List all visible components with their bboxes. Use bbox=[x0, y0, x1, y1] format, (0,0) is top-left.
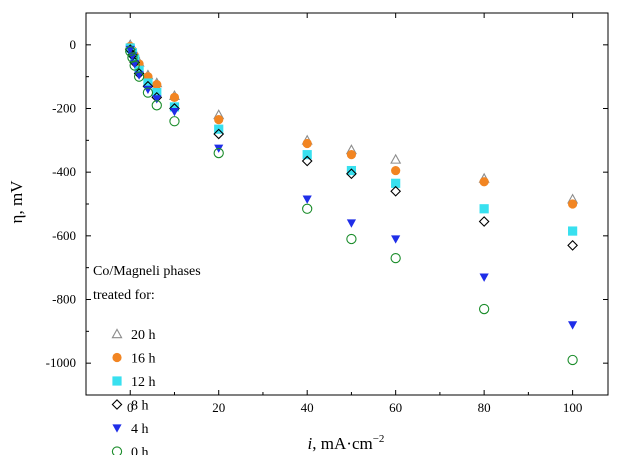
data-point-8h bbox=[567, 240, 578, 251]
legend-label-4h: 4 h bbox=[131, 422, 149, 437]
data-point-16h bbox=[214, 115, 224, 125]
x-tick-label: 40 bbox=[301, 400, 314, 415]
legend-label-8h: 8 h bbox=[131, 399, 149, 414]
data-point-12h bbox=[391, 178, 401, 188]
data-point-12h bbox=[479, 204, 489, 214]
data-point-16h bbox=[479, 177, 489, 187]
data-point-0h bbox=[390, 252, 401, 264]
data-point-12h bbox=[134, 65, 144, 75]
x-axis-title-symbol: i bbox=[308, 434, 313, 453]
data-point-4h bbox=[302, 195, 312, 204]
data-point-0h bbox=[478, 303, 490, 315]
data-point-4h bbox=[169, 108, 180, 117]
data-point-12h bbox=[143, 78, 153, 88]
data-point-12h bbox=[302, 150, 312, 160]
data-point-4h bbox=[568, 321, 578, 330]
data-point-4h bbox=[125, 45, 135, 55]
y-tick-label: -1000 bbox=[46, 355, 76, 370]
y-tick-label: 0 bbox=[70, 37, 77, 52]
legend-label-0h: 0 h bbox=[131, 446, 149, 455]
data-point-4h bbox=[346, 219, 357, 228]
data-point-0h bbox=[129, 60, 140, 71]
y-tick-label: -800 bbox=[52, 292, 76, 307]
data-points bbox=[124, 39, 579, 366]
data-point-12h bbox=[169, 102, 180, 112]
data-point-4h bbox=[391, 235, 401, 244]
data-point-0h bbox=[302, 203, 313, 214]
y-tick-label: -400 bbox=[52, 164, 76, 179]
data-point-8h bbox=[301, 155, 313, 167]
data-point-12h bbox=[130, 54, 140, 64]
data-point-0h bbox=[213, 147, 224, 159]
legend-label-16h: 16 h bbox=[131, 352, 156, 367]
legend-marker-16h bbox=[112, 352, 122, 363]
data-point-8h bbox=[213, 128, 225, 140]
data-point-0h bbox=[125, 46, 136, 57]
legend-marker-0h bbox=[111, 446, 123, 455]
data-point-8h bbox=[346, 168, 357, 180]
data-point-16h bbox=[568, 199, 578, 209]
data-point-0h bbox=[133, 71, 145, 82]
legend-title: treated for: bbox=[93, 288, 155, 303]
x-tick-label: 20 bbox=[212, 400, 225, 415]
data-point-16h bbox=[391, 165, 401, 176]
data-point-4h bbox=[479, 273, 489, 282]
data-point-20h bbox=[390, 153, 402, 164]
data-point-16h bbox=[169, 92, 180, 102]
data-point-16h bbox=[302, 138, 312, 149]
x-axis-title: i, mA·cm−2 bbox=[308, 433, 385, 453]
legend-label-12h: 12 h bbox=[131, 375, 156, 390]
data-point-4h bbox=[143, 85, 153, 94]
legend-marker-4h bbox=[112, 424, 122, 433]
data-point-4h bbox=[127, 52, 138, 61]
x-axis-title-unit: , mA·cm bbox=[312, 434, 372, 453]
x-axis-title-exponent: −2 bbox=[373, 433, 385, 445]
legend-marker-20h bbox=[111, 328, 123, 339]
y-tick-label: -600 bbox=[52, 228, 76, 243]
data-point-16h bbox=[152, 80, 162, 90]
data-point-4h bbox=[152, 95, 162, 104]
legend-marker-12h bbox=[112, 376, 122, 386]
y-tick-label: -200 bbox=[52, 101, 76, 116]
legend-marker-8h bbox=[111, 399, 123, 410]
data-point-8h bbox=[390, 185, 402, 197]
data-point-12h bbox=[346, 165, 357, 176]
x-tick-label: 100 bbox=[563, 400, 583, 415]
x-tick-label: 0 bbox=[127, 400, 134, 415]
data-point-4h bbox=[134, 71, 144, 80]
axis-ticks: 0 20 40 60 80 100 0 -200 -400 -600 -800 -1000 bbox=[46, 13, 608, 415]
data-point-0h bbox=[346, 233, 357, 245]
data-point-8h bbox=[478, 216, 490, 227]
data-point-12h bbox=[568, 226, 578, 236]
data-point-16h bbox=[346, 150, 357, 160]
x-tick-label: 80 bbox=[478, 400, 491, 415]
data-point-0h bbox=[169, 116, 180, 127]
x-tick-label: 60 bbox=[389, 400, 402, 415]
data-point-0h bbox=[127, 52, 138, 63]
plot-frame bbox=[85, 12, 609, 396]
data-point-0h bbox=[151, 100, 162, 111]
data-point-0h bbox=[142, 87, 154, 98]
y-axis-title: η, mV bbox=[7, 180, 26, 224]
legend-title: Co/Magneli phases bbox=[93, 264, 201, 279]
data-point-0h bbox=[567, 354, 578, 366]
legend: Co/Magneli phases treated for: 20 h 16 h 12 … bbox=[93, 264, 201, 455]
legend-label-20h: 20 h bbox=[131, 328, 156, 343]
